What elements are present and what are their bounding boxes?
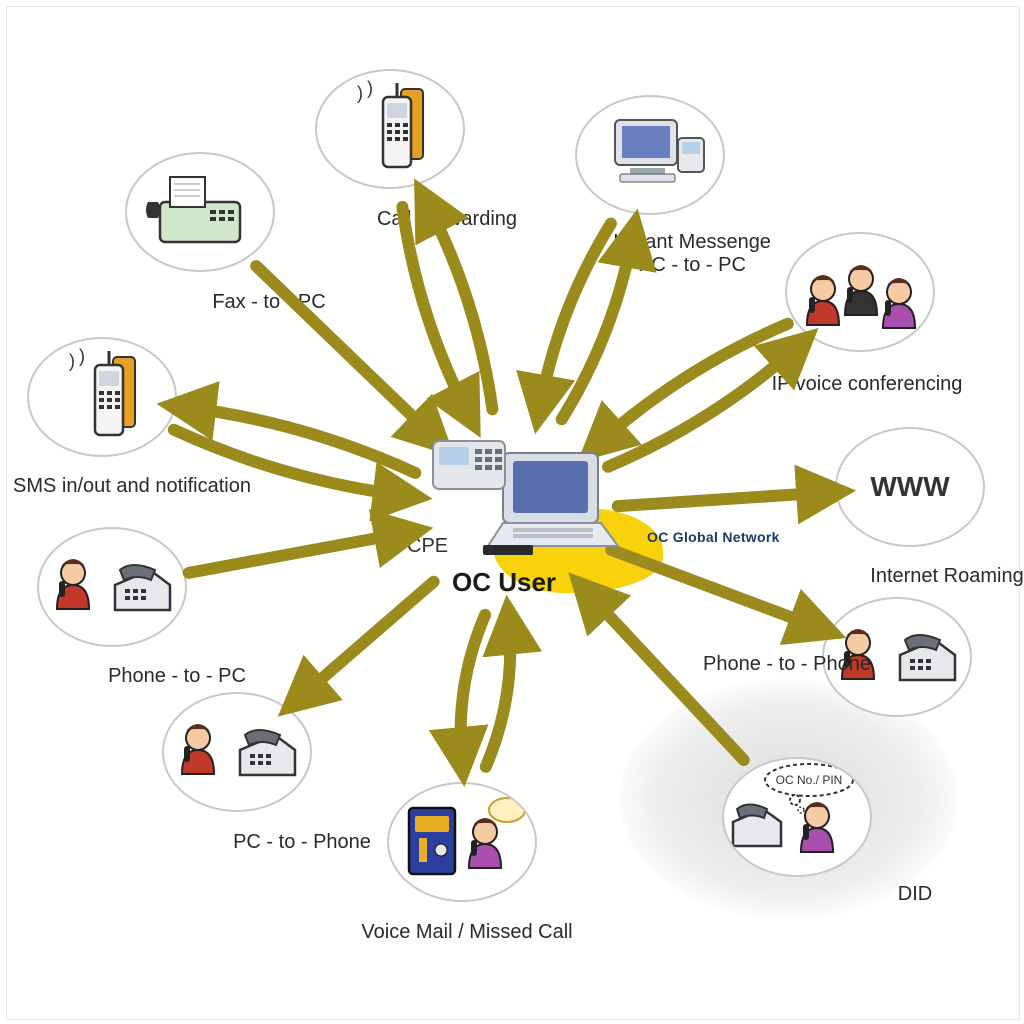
svg-text:): ) [69,351,75,371]
fax-pc-label: Fax - to - PC [129,291,409,314]
svg-text:): ) [79,347,85,366]
svg-text:): ) [357,83,363,103]
node-call-fwd: ) ) [315,69,475,189]
node-vm [387,782,547,902]
diagram-canvas: CPE OC User OC Global Network ) ) Call F… [6,6,1020,1020]
ipconf-label: IP voice conferencing [727,373,1007,396]
fax-pc-icon [125,152,275,272]
svg-text:OC No./ PIN: OC No./ PIN [776,773,843,787]
sms-icon: ) ) [27,337,177,457]
node-sms: ) ) [27,337,187,457]
sms-label: SMS in/out and notification [0,475,272,498]
www-icon: WWW [835,427,985,547]
center-cpe-label: CPE [407,535,448,558]
center-network-label: OC Global Network [647,529,780,545]
im-icon [575,95,725,215]
phone-pc-label: Phone - to - PC [37,665,317,688]
did-label: DID [775,883,1024,906]
did-icon: OC No./ PIN [722,757,872,877]
call-fwd-icon: ) ) [315,69,465,189]
node-ipconf [785,232,945,352]
www-label: Internet Roaming [807,565,1024,588]
phone-pc-icon [37,527,187,647]
ipconf-icon [785,232,935,352]
pc-phone-icon [162,692,312,812]
node-www: WWW [835,427,995,547]
call-fwd-label: Call Forwarding [307,208,587,231]
node-did: OC No./ PIN [722,757,882,877]
vm-label: Voice Mail / Missed Call [327,921,607,944]
node-im [575,95,735,215]
svg-text:): ) [367,79,373,98]
cpe-fax-icon [423,423,518,503]
node-phone-pc [37,527,197,647]
vm-icon [387,782,537,902]
phone-phone-label: Phone - to - Phone [647,653,927,676]
node-fax-pc [125,152,285,272]
node-pc-phone [162,692,322,812]
